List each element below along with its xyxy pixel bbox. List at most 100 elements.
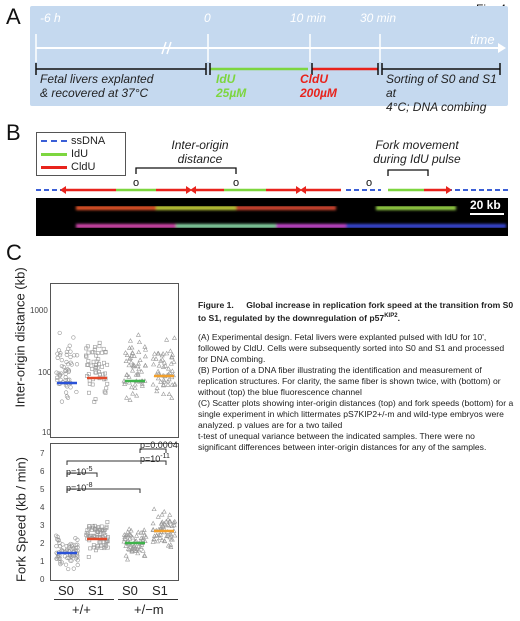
scatter-point — [171, 335, 177, 340]
scatter-point — [89, 363, 94, 368]
pvalue-label: p=10-5 — [66, 466, 93, 477]
scatter-point — [63, 562, 69, 567]
scatter-point — [65, 367, 70, 372]
caption-paragraph-b: (B) Portion of a DNA fiber illustrating … — [198, 364, 501, 397]
scatter-point — [86, 362, 91, 367]
legend-swatch — [41, 140, 67, 143]
scatter-point — [54, 370, 59, 375]
scatter-point — [126, 345, 132, 350]
scatter-point — [103, 350, 108, 355]
scatter-point — [97, 344, 102, 349]
scatter-point — [100, 364, 105, 369]
origin-marker: o — [133, 177, 139, 189]
scatter-point — [153, 356, 159, 361]
scatter-point — [163, 518, 169, 524]
plot-frame — [50, 283, 179, 438]
scatter-point — [66, 566, 71, 572]
scatter-point — [139, 383, 145, 388]
scatter-point — [62, 554, 67, 559]
pvalue-bracket — [66, 472, 98, 477]
scatter-point — [154, 385, 160, 390]
scatter-point — [56, 371, 61, 376]
scatter-point — [68, 354, 73, 360]
scatter-point — [128, 353, 134, 359]
caption-paragraph-a: (A) Experimental design. Fetal livers we… — [198, 331, 505, 364]
scatter-point — [65, 377, 70, 383]
scatter-point — [129, 544, 135, 550]
stage-explant-line1: Fetal livers explanted — [40, 72, 154, 86]
scatter-point — [59, 371, 64, 376]
scatter-point — [151, 536, 157, 541]
bottom-scatter-plot — [50, 443, 179, 581]
scatter-point — [67, 545, 72, 550]
fork-arrowhead — [300, 186, 306, 194]
scatter-point — [129, 384, 135, 390]
scatter-point — [130, 367, 136, 373]
ytick-4: 4 — [40, 503, 45, 512]
scatter-point — [132, 381, 138, 387]
scatter-point — [131, 362, 137, 368]
axis-break-mark — [166, 41, 172, 55]
scatter-point — [127, 531, 133, 537]
scatter-point — [55, 537, 60, 542]
genotype-bracket — [54, 599, 114, 600]
legend-item-idu: IdU — [41, 148, 88, 160]
scatter-point — [130, 362, 136, 367]
scatter-point — [122, 534, 128, 539]
axis-break-mark — [161, 41, 167, 55]
stage-cldu-line2: 200µM — [300, 86, 337, 100]
scatter-point — [71, 566, 76, 571]
scatter-point — [141, 532, 147, 538]
scatter-point — [161, 509, 167, 514]
scatter-point — [130, 534, 136, 540]
scatter-point — [160, 351, 166, 356]
scatter-point — [123, 543, 129, 548]
scatter-point — [126, 379, 132, 385]
stage-cldu-line1: CldU — [300, 72, 328, 86]
scatter-point — [155, 375, 161, 381]
scatter-point — [160, 364, 166, 369]
scatter-point — [132, 385, 138, 391]
scatter-point — [67, 343, 72, 348]
scatter-point — [55, 378, 60, 383]
scatter-point — [150, 381, 156, 387]
genotype-bracket — [118, 599, 178, 600]
scatter-point — [86, 359, 91, 363]
scatter-point — [101, 529, 105, 533]
scatter-point — [159, 356, 165, 362]
scatter-point — [86, 350, 91, 355]
scatter-point — [124, 352, 130, 357]
stage-sort-line2: 4°C; DNA combing — [386, 100, 487, 114]
scatter-point — [166, 376, 172, 382]
fiber-fluorescence — [76, 206, 506, 228]
scatter-point — [64, 359, 69, 365]
time-label-30min: 30 min — [360, 11, 397, 25]
scatter-point — [87, 390, 91, 395]
scatter-point — [66, 543, 72, 548]
scatter-point — [142, 362, 149, 368]
scatter-point — [86, 555, 91, 559]
ytick-6: 6 — [40, 467, 45, 476]
scatter-point — [85, 344, 90, 349]
scatter-point — [104, 386, 109, 391]
scatter-point — [69, 544, 74, 549]
interorigin-line2: distance — [177, 152, 223, 166]
scatter-point — [68, 558, 73, 563]
pvalue-label: p=10-8 — [66, 482, 93, 493]
fork-bracket — [387, 169, 429, 176]
scatter-point — [87, 381, 92, 386]
scatter-point — [58, 562, 63, 567]
scatter-point — [75, 558, 80, 563]
ytick-2: 2 — [40, 539, 45, 548]
plot-frame — [50, 443, 179, 581]
scatter-point — [162, 363, 168, 368]
scatter-point — [128, 359, 134, 365]
scatter-point — [136, 547, 142, 553]
scatter-point — [55, 355, 60, 361]
scatter-point — [161, 391, 167, 397]
fork-line2: during IdU pulse — [373, 152, 461, 166]
scatter-point — [89, 528, 94, 532]
pvalue-text: p=10 — [66, 467, 87, 477]
scatter-point — [90, 382, 95, 387]
stage-sort-text: Sorting of S0 and S1 at 4°C; DNA combing — [386, 72, 506, 114]
